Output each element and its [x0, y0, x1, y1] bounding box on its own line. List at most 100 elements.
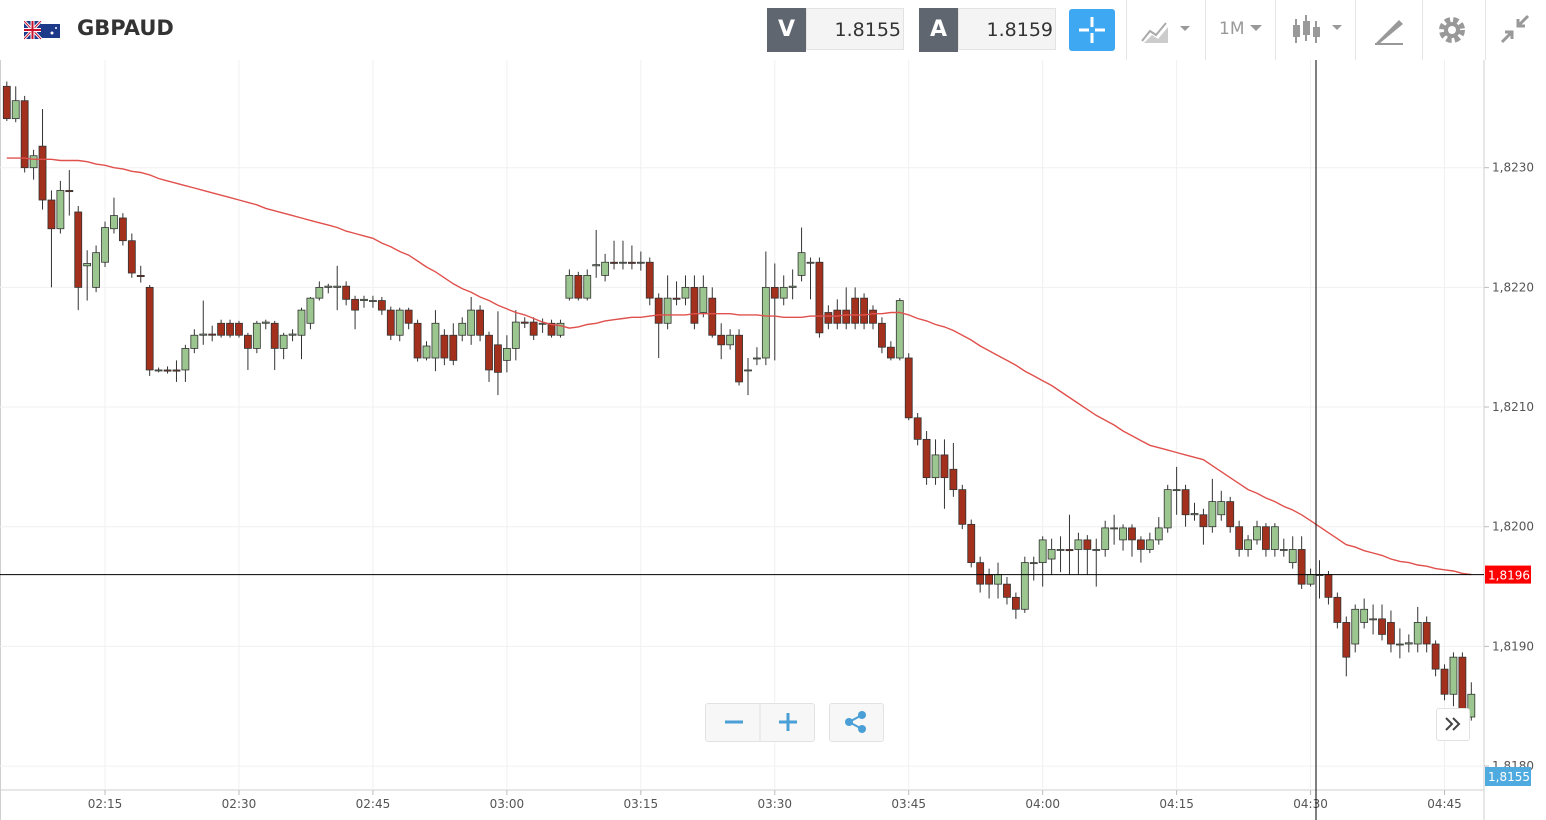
candle-body: [38, 145, 47, 201]
candle-body: [1279, 549, 1288, 551]
candle-body: [1190, 513, 1199, 516]
candle-body: [1065, 549, 1074, 552]
x-tick-label: 03:15: [624, 797, 659, 811]
zoom-controls: [705, 703, 815, 742]
candle-body: [583, 275, 592, 299]
candle-body: [976, 562, 985, 585]
candle-body: [65, 190, 74, 193]
candle-body: [369, 300, 377, 302]
share-button[interactable]: [829, 703, 884, 742]
candle-body: [315, 286, 324, 299]
x-tick-label: 04:30: [1293, 797, 1328, 811]
candle-body: [824, 312, 833, 324]
candle-body: [467, 309, 476, 336]
crosshair-tag: [1485, 565, 1531, 584]
timeframe-caret: [1250, 25, 1262, 31]
candle-body: [886, 346, 895, 359]
x-tick-label: 02:30: [222, 797, 257, 811]
candle-body: [511, 321, 520, 349]
candle-body: [47, 199, 56, 230]
candle-body: [538, 322, 547, 325]
price-tag: [1485, 767, 1531, 786]
candle-body: [913, 417, 922, 440]
candle-body: [1369, 618, 1377, 621]
candle-body: [967, 523, 976, 564]
candle-body: [610, 261, 618, 264]
zoom-in-button[interactable]: [779, 713, 797, 731]
candle-body: [681, 286, 690, 299]
candle-body: [145, 286, 154, 371]
toolbar: GBPAUD V 1.8155 A 1.8159 1M: [0, 0, 1546, 61]
candle-type-button[interactable]: [1292, 13, 1348, 47]
candle-body: [1235, 526, 1244, 550]
candle-body: [1119, 527, 1127, 541]
timeframe[interactable]: 1M: [1219, 19, 1245, 39]
candle-body: [565, 275, 574, 299]
candle-body: [476, 309, 484, 336]
candle-body: [2, 85, 11, 120]
candle-body: [110, 215, 118, 230]
candle-body: [1101, 527, 1110, 550]
candle-body: [779, 286, 788, 299]
candle-body: [494, 344, 502, 373]
x-tick-label: 02:45: [356, 797, 391, 811]
buy-price[interactable]: 1.8159: [958, 8, 1056, 50]
candle-body: [1128, 527, 1136, 541]
candle-body: [1422, 622, 1431, 645]
candle-body: [395, 309, 404, 336]
scroll-end-button[interactable]: [1436, 708, 1470, 741]
candle-body: [1351, 608, 1360, 645]
candle-body: [797, 252, 806, 276]
candle-body: [1262, 526, 1270, 550]
candle-body: [199, 333, 208, 336]
candle-body: [1056, 549, 1065, 551]
candle-body: [118, 217, 127, 242]
candle-body: [1083, 539, 1092, 550]
candle-body: [1342, 622, 1351, 658]
candle-body: [244, 334, 252, 349]
candle-body: [1440, 668, 1449, 695]
candle-body: [101, 227, 109, 263]
candle-body: [92, 252, 100, 288]
candle-body: [708, 297, 717, 336]
candle-body: [431, 322, 440, 359]
candle-body: [1360, 608, 1369, 623]
flag-icon: [24, 21, 60, 41]
candle-body: [163, 369, 172, 372]
candle-body: [20, 100, 29, 169]
candle-body: [949, 468, 958, 491]
candle-body: [592, 264, 601, 267]
candle-body: [1467, 693, 1476, 718]
candle-body: [753, 357, 761, 360]
candle-body: [860, 297, 868, 324]
candle-body: [226, 322, 234, 336]
candle-body: [1387, 622, 1395, 645]
crosshair-button[interactable]: [1069, 9, 1115, 51]
candle-body: [699, 286, 708, 313]
y-tick-label: 1,8190: [1492, 639, 1534, 653]
buy-label[interactable]: A: [919, 8, 958, 52]
settings-button[interactable]: [1437, 14, 1469, 46]
candle-body: [940, 454, 949, 479]
candle-body: [761, 286, 770, 359]
candle-body: [922, 438, 931, 479]
candle-body: [1074, 539, 1083, 550]
y-tick-label: 1,8220: [1492, 280, 1534, 294]
candle-body: [1038, 539, 1047, 564]
sell-price[interactable]: 1.8155: [806, 8, 904, 50]
candle-body: [11, 100, 20, 120]
candle-body: [1047, 549, 1056, 560]
candle-body: [1137, 539, 1145, 550]
candle-body: [413, 322, 422, 359]
sell-label[interactable]: V: [767, 8, 806, 52]
drawing-button[interactable]: [1373, 16, 1407, 46]
candle-body: [628, 261, 636, 264]
candle-body: [1288, 549, 1297, 564]
collapse-button[interactable]: [1500, 14, 1532, 46]
candle-body: [351, 298, 359, 311]
candle-body: [1199, 514, 1208, 528]
chart-type-button[interactable]: [1140, 15, 1196, 45]
moving-average: [6, 157, 1472, 576]
candle-body: [574, 275, 583, 299]
